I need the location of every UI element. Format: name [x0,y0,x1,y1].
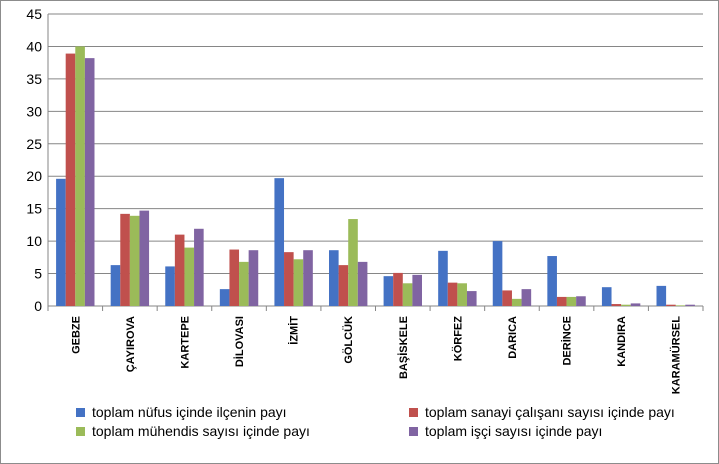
bar-1 [492,241,503,306]
legend-swatch-4 [409,426,418,436]
bar-3 [566,296,577,306]
legend-swatch-2 [409,407,418,417]
bar-4 [685,304,695,306]
bar-3 [511,298,522,306]
bar-4 [412,274,422,306]
bar-2 [393,272,403,306]
bar-3 [457,283,467,306]
bar-3 [348,219,358,306]
x-category-label: İZMİT [288,316,301,345]
bar-4 [466,291,477,306]
bar-1 [329,250,339,306]
y-tick-label: 35 [26,71,42,87]
x-category-label: KARTEPE [179,316,191,369]
bar-2 [338,265,349,306]
y-tick-label: 45 [26,6,42,22]
bar-3 [675,305,686,306]
bar-3 [621,304,631,306]
y-tick-label: 20 [26,168,42,184]
x-category-label: DERİNCE [561,316,574,366]
bar-2 [666,304,676,306]
legend-item-4: toplam işçi sayısı içinde payı [409,423,602,439]
bar-4 [357,261,368,306]
bar-4 [139,210,150,306]
legend-label-2: toplam sanayi çalışanı sayısı içinde pay… [425,404,675,420]
y-tick-label: 10 [26,233,42,249]
bar-1 [274,178,285,306]
bar-1 [601,287,612,306]
bar-1 [219,289,230,306]
x-category-label: GÖLCÜK [342,316,355,364]
bar-3 [239,261,249,306]
bar-1 [656,285,667,306]
bar-4 [248,250,259,306]
bar-2 [284,252,294,306]
bar-1 [383,276,394,306]
bar-3 [293,259,304,306]
bar-2 [174,234,185,306]
legend-label-3: toplam mühendis sayısı içinde payı [92,423,310,439]
bar-4 [303,250,313,306]
legend-swatch-3 [76,426,85,436]
legend-label-1: toplam nüfus içinde ilçenin payı [92,404,287,420]
x-category-label: ÇAYIROVA [125,316,137,372]
x-category-label: KANDIRA [616,316,628,367]
y-tick-label: 25 [26,136,42,152]
x-category-label: DARICA [507,316,519,359]
legend-item-3: toplam mühendis sayısı içinde payı [76,423,310,439]
y-tick-label: 15 [26,201,42,217]
bar-1 [165,266,175,306]
bar-2 [502,290,512,306]
y-tick-label: 40 [26,38,42,54]
bar-4 [194,228,204,306]
x-category-label: KARAMÜRSEL [670,316,683,395]
bar-2 [447,282,458,306]
bar-3 [402,283,413,306]
bar-2 [120,213,130,306]
bar-2 [556,296,567,306]
legend-swatch-1 [76,407,85,417]
y-tick-label: 5 [34,266,42,282]
bar-2 [229,249,240,306]
bar-3 [75,46,85,306]
bar-3 [129,215,140,306]
bar-2 [611,304,622,306]
legend-item-2: toplam sanayi çalışanı sayısı içinde pay… [409,404,675,420]
x-category-label: BAŞİSKELE [397,316,410,379]
bar-4 [521,289,532,306]
bar-1 [547,256,557,306]
bar-4 [84,58,95,306]
bar-4 [630,303,641,306]
y-tick-label: 30 [26,103,42,119]
x-category-label: GEBZE [70,316,82,354]
x-category-label: DİLOVASI [233,316,246,367]
bar-1 [438,250,448,306]
bar-1 [56,178,66,306]
x-category-label: KÖRFEZ [451,316,464,362]
legend-label-4: toplam işçi sayısı içinde payı [425,423,603,439]
y-tick-label: 0 [34,298,42,314]
bar-4 [576,296,586,306]
bar-1 [110,265,121,306]
bar-3 [184,247,195,306]
bar-2 [65,53,76,307]
legend-item-1: toplam nüfus içinde ilçenin payı [76,404,287,420]
